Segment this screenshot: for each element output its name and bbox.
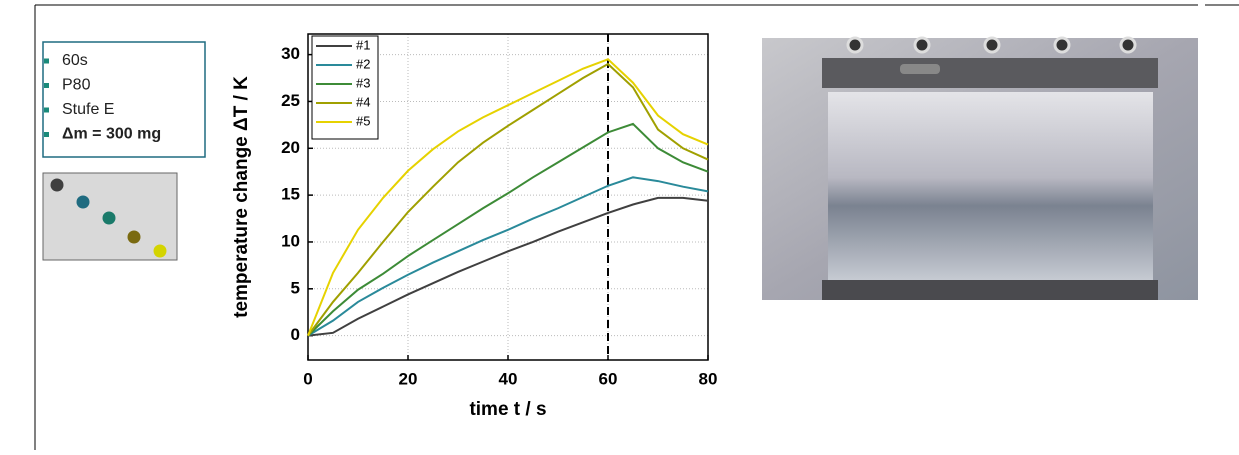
series-line — [307, 122, 709, 337]
color-dot — [50, 178, 64, 192]
legend-label: #4 — [356, 94, 370, 109]
info-item: P80 — [62, 77, 91, 94]
color-dot — [102, 211, 116, 225]
series-line — [307, 196, 709, 337]
info-item: 60s — [62, 52, 88, 69]
color-dot — [76, 195, 90, 209]
y-axis-label: temperature change ΔT / K — [231, 76, 252, 318]
legend-label: #5 — [356, 113, 370, 128]
bullet — [44, 83, 49, 88]
y-tick-label: 15 — [281, 185, 300, 204]
bullet — [44, 107, 49, 113]
photo — [762, 36, 1198, 300]
bullet — [44, 132, 49, 137]
y-tick-label: 0 — [291, 325, 300, 344]
x-tick-label: 80 — [699, 369, 718, 388]
x-tick-label: 40 — [499, 369, 518, 388]
color-dot — [153, 244, 167, 258]
legend-label: #3 — [356, 75, 370, 90]
series-line — [307, 62, 709, 337]
info-item: Δm = 300 mg — [62, 126, 161, 143]
x-axis-label: time t / s — [469, 399, 546, 420]
x-tick-label: 0 — [303, 369, 312, 388]
info-list: 60s P80 Stufe E Δm = 300 mg — [44, 52, 161, 143]
y-tick-label: 5 — [291, 278, 300, 297]
bullet — [44, 58, 49, 64]
y-tick-label: 20 — [281, 138, 300, 157]
color-dot — [127, 230, 141, 244]
y-tick-label: 30 — [281, 44, 300, 63]
legend-label: #1 — [356, 37, 370, 52]
x-tick-label: 20 — [399, 369, 418, 388]
info-box — [42, 41, 206, 158]
y-tick-label: 10 — [281, 231, 300, 250]
legend-label: #2 — [356, 56, 370, 71]
series-line — [307, 176, 709, 337]
y-tick-label: 25 — [281, 91, 300, 110]
info-item: Stufe E — [62, 101, 114, 118]
plot-frame — [307, 33, 709, 361]
x-tick-label: 60 — [599, 369, 618, 388]
series-line — [307, 58, 709, 337]
